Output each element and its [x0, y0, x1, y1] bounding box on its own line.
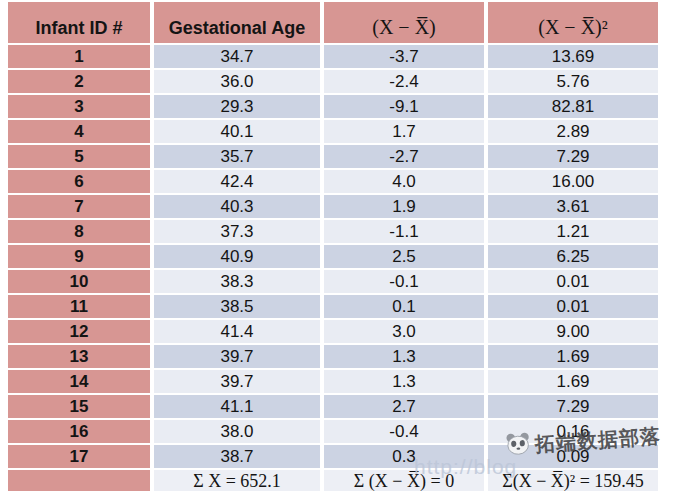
squared-deviation-cell: 1.21	[488, 220, 658, 243]
deviation-cell: 2.5	[324, 245, 484, 268]
gestational-age-cell: 34.7	[154, 45, 320, 68]
squared-deviation-cell: 6.25	[488, 245, 658, 268]
deviation-cell: -3.7	[324, 45, 484, 68]
squared-deviation-cell: 2.89	[488, 120, 658, 143]
deviation-cell: 1.9	[324, 195, 484, 218]
table-row: 837.3-1.11.21	[8, 220, 658, 243]
infant-id-cell: 11	[8, 295, 150, 318]
infant-id-cell: 16	[8, 420, 150, 443]
table-row: 535.7-2.77.29	[8, 145, 658, 168]
infant-id-cell: 2	[8, 70, 150, 93]
squared-deviation-cell: 7.29	[488, 145, 658, 168]
header-row: Infant ID # Gestational Age (X − X̅) (X …	[8, 2, 658, 43]
table-row: 1738.70.30.09	[8, 445, 658, 468]
infant-id-cell: 10	[8, 270, 150, 293]
squared-deviation-cell: 13.69	[488, 45, 658, 68]
gestational-age-table: Infant ID # Gestational Age (X − X̅) (X …	[4, 0, 662, 491]
column-header-gestational-age: Gestational Age	[154, 2, 320, 43]
gestational-age-cell: 39.7	[154, 345, 320, 368]
gestational-age-cell: 37.3	[154, 220, 320, 243]
infant-id-cell: 14	[8, 370, 150, 393]
infant-id-cell: 13	[8, 345, 150, 368]
gestational-age-cell: 38.7	[154, 445, 320, 468]
deviation-cell: 0.1	[324, 295, 484, 318]
sum-squared-deviations-cell: Σ(X − X̅)² = 159.45	[488, 470, 658, 491]
table-row: 236.0-2.45.76	[8, 70, 658, 93]
table-row: 1541.12.77.29	[8, 395, 658, 418]
gestational-age-cell: 40.9	[154, 245, 320, 268]
squared-deviation-cell: 0.09	[488, 445, 658, 468]
column-header-deviation: (X − X̅)	[324, 2, 484, 43]
deviation-cell: 3.0	[324, 320, 484, 343]
squared-deviation-cell: 0.01	[488, 295, 658, 318]
deviation-cell: 4.0	[324, 170, 484, 193]
gestational-age-cell: 40.3	[154, 195, 320, 218]
infant-id-cell: 5	[8, 145, 150, 168]
deviation-cell: -0.1	[324, 270, 484, 293]
totals-empty-cell	[8, 470, 150, 491]
squared-deviation-cell: 0.16	[488, 420, 658, 443]
infant-id-cell: 3	[8, 95, 150, 118]
totals-row: Σ X = 652.1 Σ (X − X̅) = 0 Σ(X − X̅)² = …	[8, 470, 658, 491]
table-row: 740.31.93.61	[8, 195, 658, 218]
table-row: 1339.71.31.69	[8, 345, 658, 368]
infant-id-cell: 9	[8, 245, 150, 268]
gestational-age-cell: 41.1	[154, 395, 320, 418]
infant-id-cell: 15	[8, 395, 150, 418]
squared-deviation-cell: 0.01	[488, 270, 658, 293]
deviation-cell: 1.3	[324, 345, 484, 368]
deviation-cell: -2.4	[324, 70, 484, 93]
infant-id-cell: 1	[8, 45, 150, 68]
gestational-age-cell: 38.3	[154, 270, 320, 293]
deviation-cell: -0.4	[324, 420, 484, 443]
squared-deviation-cell: 7.29	[488, 395, 658, 418]
gestational-age-cell: 41.4	[154, 320, 320, 343]
squared-deviation-cell: 1.69	[488, 370, 658, 393]
table-row: 1439.71.31.69	[8, 370, 658, 393]
table-body: 134.7-3.713.69236.0-2.45.76329.3-9.182.8…	[8, 45, 658, 468]
table-row: 1138.50.10.01	[8, 295, 658, 318]
squared-deviation-cell: 9.00	[488, 320, 658, 343]
table-row: 329.3-9.182.81	[8, 95, 658, 118]
infant-id-cell: 12	[8, 320, 150, 343]
table-row: 440.11.72.89	[8, 120, 658, 143]
infant-id-cell: 7	[8, 195, 150, 218]
gestational-age-cell: 42.4	[154, 170, 320, 193]
squared-deviation-cell: 5.76	[488, 70, 658, 93]
squared-deviation-cell: 16.00	[488, 170, 658, 193]
gestational-age-cell: 40.1	[154, 120, 320, 143]
table-row: 1038.3-0.10.01	[8, 270, 658, 293]
deviation-cell: -2.7	[324, 145, 484, 168]
gestational-age-cell: 38.5	[154, 295, 320, 318]
table-row: 1241.43.09.00	[8, 320, 658, 343]
column-header-squared-deviation: (X − X̅)²	[488, 2, 658, 43]
deviation-cell: 2.7	[324, 395, 484, 418]
squared-deviation-cell: 3.61	[488, 195, 658, 218]
table-row: 642.44.016.00	[8, 170, 658, 193]
table-row: 134.7-3.713.69	[8, 45, 658, 68]
deviation-cell: 1.3	[324, 370, 484, 393]
deviation-cell: 1.7	[324, 120, 484, 143]
sum-x-cell: Σ X = 652.1	[154, 470, 320, 491]
gestational-age-cell: 36.0	[154, 70, 320, 93]
gestational-age-cell: 38.0	[154, 420, 320, 443]
infant-id-cell: 6	[8, 170, 150, 193]
infant-id-cell: 4	[8, 120, 150, 143]
gestational-age-cell: 35.7	[154, 145, 320, 168]
deviation-cell: 0.3	[324, 445, 484, 468]
squared-deviation-cell: 82.81	[488, 95, 658, 118]
infant-id-cell: 17	[8, 445, 150, 468]
table-row: 940.92.56.25	[8, 245, 658, 268]
table-row: 1638.0-0.40.16	[8, 420, 658, 443]
column-header-infant-id: Infant ID #	[8, 2, 150, 43]
gestational-age-cell: 39.7	[154, 370, 320, 393]
sum-deviations-cell: Σ (X − X̅) = 0	[324, 470, 484, 491]
slide-table-gestational-age: Infant ID # Gestational Age (X − X̅) (X …	[0, 0, 674, 491]
infant-id-cell: 8	[8, 220, 150, 243]
deviation-cell: -9.1	[324, 95, 484, 118]
squared-deviation-cell: 1.69	[488, 345, 658, 368]
deviation-cell: -1.1	[324, 220, 484, 243]
gestational-age-cell: 29.3	[154, 95, 320, 118]
